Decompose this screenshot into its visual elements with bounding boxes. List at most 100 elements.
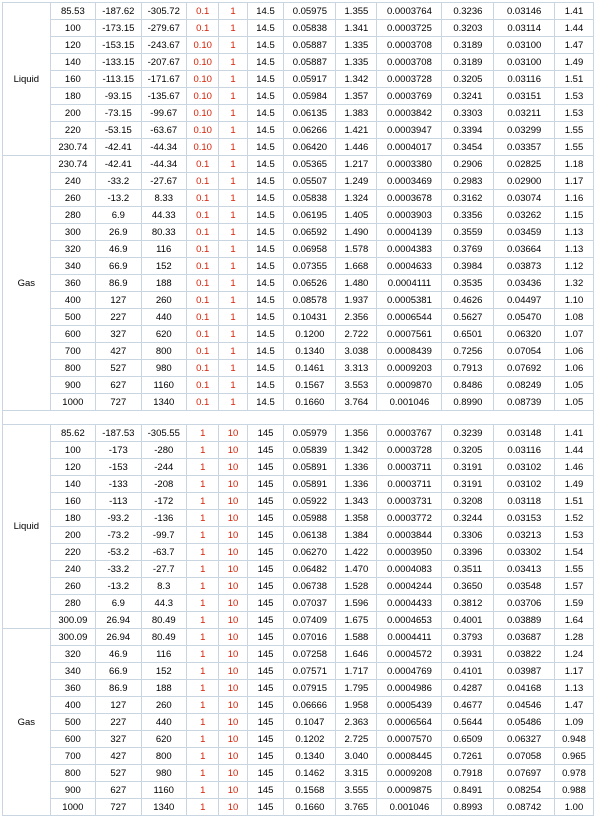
cell: 0.1 [186,224,218,241]
cell: -93.2 [96,510,141,527]
cell: 0.965 [554,748,593,765]
cell: 1 [219,343,247,360]
cell: 0.4287 [442,680,494,697]
cell: 0.1 [186,275,218,292]
cell: 0.0004653 [377,612,442,629]
cell: -133 [96,476,141,493]
cell: 14.5 [247,20,284,37]
cell: -73.2 [96,527,141,544]
cell: 0.0009208 [377,765,442,782]
cell: 400 [50,697,95,714]
cell: 1.336 [336,459,377,476]
cell: 0.3306 [442,527,494,544]
cell: 145 [247,748,284,765]
cell: -44.34 [141,139,186,156]
cell: 900 [50,377,95,394]
table-row: 260-13.28.330.1114.50.058381.3240.000367… [3,190,594,207]
cell: 0.7913 [442,360,494,377]
cell: 0.0003844 [377,527,442,544]
cell: 0.05988 [284,510,336,527]
cell: 1 [186,459,218,476]
cell: 0.0003903 [377,207,442,224]
cell: 10 [219,782,247,799]
cell: -73.15 [96,105,141,122]
cell: 0.0009875 [377,782,442,799]
cell: 1 [186,612,218,629]
cell: 0.07258 [284,646,336,663]
cell: 10 [219,442,247,459]
cell: 1.795 [336,680,377,697]
cell: 0.03213 [494,527,555,544]
table-row: 240-33.2-27.71101450.064821.4700.0004083… [3,561,594,578]
cell: 1.59 [554,595,593,612]
table-row: 160-113.15-171.670.10114.50.059171.3420.… [3,71,594,88]
table-row: 5002274401101450.10472.3630.00065640.564… [3,714,594,731]
cell: 0.1 [186,377,218,394]
cell: 1.00 [554,799,593,816]
cell: 0.3303 [442,105,494,122]
table-row: 34066.91520.1114.50.073551.6680.00046330… [3,258,594,275]
cell: 14.5 [247,105,284,122]
cell: 1340 [141,394,186,411]
cell: 145 [247,663,284,680]
cell: 1.342 [336,442,377,459]
cell: 180 [50,88,95,105]
cell: 1 [186,544,218,561]
cell: 0.03116 [494,442,555,459]
cell: 1.341 [336,20,377,37]
cell: 145 [247,612,284,629]
cell: -173 [96,442,141,459]
cell: 1 [186,714,218,731]
cell: 0.06738 [284,578,336,595]
cell: 0.03100 [494,54,555,71]
table-row: 100072713401101450.16603.7650.0010460.89… [3,799,594,816]
cell: -136 [141,510,186,527]
table-row: 90062711601101450.15683.5550.00098750.84… [3,782,594,799]
cell: -63.67 [141,122,186,139]
cell: 0.2983 [442,173,494,190]
cell: -63.7 [141,544,186,561]
cell: 0.001046 [377,799,442,816]
cell: 145 [247,544,284,561]
cell: 0.06135 [284,105,336,122]
cell: 0.3793 [442,629,494,646]
cell: 1 [186,425,218,442]
cell: 0.03873 [494,258,555,275]
cell: 0.0003950 [377,544,442,561]
cell: 0.07697 [494,765,555,782]
cell: 160 [50,71,95,88]
cell: 1.421 [336,122,377,139]
table-row: 300.0926.9480.491101450.074091.6750.0004… [3,612,594,629]
cell: 0.03102 [494,459,555,476]
cell: 0.0003769 [377,88,442,105]
cell: 0.05891 [284,459,336,476]
cell: 1 [219,122,247,139]
table-row: 220-53.2-63.71101450.062701.4220.0003950… [3,544,594,561]
cell: 86.9 [96,275,141,292]
table-row: 32046.91160.1114.50.069581.5780.00043830… [3,241,594,258]
cell: 1 [219,173,247,190]
separator-cell [3,411,594,425]
cell: 10 [219,493,247,510]
cell: 1.53 [554,527,593,544]
cell: 26.94 [96,612,141,629]
cell: 0.06195 [284,207,336,224]
cell: 0.3189 [442,54,494,71]
data-table: Liquid85.53-187.62-305.720.1114.50.05975… [2,2,594,816]
cell: 220 [50,122,95,139]
cell: 0.0003728 [377,71,442,88]
cell: 1.05 [554,377,593,394]
cell: 0.07692 [494,360,555,377]
cell: 360 [50,275,95,292]
cell: 500 [50,714,95,731]
cell: 0.05365 [284,156,336,173]
cell: 3.765 [336,799,377,816]
cell: 0.0004244 [377,578,442,595]
cell: 10 [219,697,247,714]
cell: 0.0006564 [377,714,442,731]
cell: 0.0006544 [377,309,442,326]
cell: 1 [219,88,247,105]
cell: 1.343 [336,493,377,510]
cell: 280 [50,595,95,612]
table-row: 32046.91161101450.072581.6460.00045720.3… [3,646,594,663]
